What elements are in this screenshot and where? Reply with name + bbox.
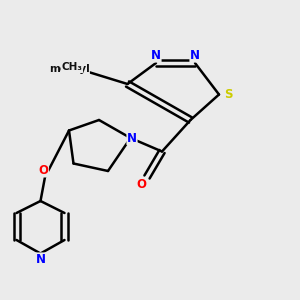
Text: methyl: methyl	[49, 64, 89, 74]
Text: O: O	[136, 178, 146, 191]
Text: N: N	[151, 49, 161, 62]
Text: N: N	[190, 49, 200, 62]
Text: CH₃: CH₃	[61, 62, 82, 73]
Text: S: S	[224, 88, 232, 101]
Text: N: N	[127, 131, 137, 145]
Text: N: N	[35, 253, 46, 266]
Text: O: O	[38, 164, 49, 177]
